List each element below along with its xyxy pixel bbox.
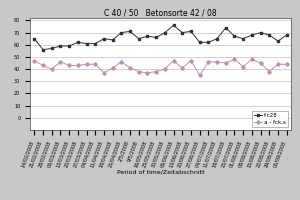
a - fck,s [111,67,115,69]
f·c28 [224,27,227,29]
f·c28 [76,41,80,44]
a - fck,s [76,64,80,67]
f·c28 [85,42,88,45]
a - fck,s [102,72,106,74]
Line: a - fck,s: a - fck,s [33,58,288,76]
f·c28 [102,37,106,40]
f·c28 [198,41,202,44]
a - fck,s [119,61,123,63]
f·c28 [50,47,54,50]
a - fck,s [172,59,175,62]
f·c28 [33,37,36,40]
f·c28 [206,41,210,44]
a - fck,s [198,74,202,76]
a - fck,s [50,68,54,70]
a - fck,s [233,58,236,61]
f·c28 [285,34,289,36]
a - fck,s [163,68,167,70]
f·c28 [250,34,253,36]
f·c28 [146,35,149,37]
a - fck,s [268,70,271,73]
a - fck,s [250,58,253,61]
a - fck,s [137,70,140,73]
a - fck,s [85,63,88,65]
f·c28 [233,35,236,37]
f·c28 [180,31,184,34]
f·c28 [119,31,123,34]
a - fck,s [33,59,36,62]
f·c28 [41,48,45,51]
f·c28 [276,40,280,42]
a - fck,s [146,72,149,74]
f·c28 [128,30,132,33]
f·c28 [268,34,271,36]
a - fck,s [224,62,227,64]
f·c28 [68,45,71,47]
Title: C 40 / 50   Betonsorte 42 / 08: C 40 / 50 Betonsorte 42 / 08 [104,8,217,17]
f·c28 [94,42,97,45]
Legend: f·c28, a - fck,s: f·c28, a - fck,s [252,111,288,127]
a - fck,s [276,63,280,65]
a - fck,s [154,70,158,73]
f·c28 [259,31,262,34]
a - fck,s [241,65,245,68]
a - fck,s [41,64,45,67]
Line: f·c28: f·c28 [33,24,288,51]
f·c28 [172,24,175,27]
a - fck,s [285,63,289,65]
f·c28 [189,30,193,33]
a - fck,s [215,61,219,63]
f·c28 [154,36,158,39]
f·c28 [137,37,140,40]
a - fck,s [259,62,262,64]
f·c28 [111,39,115,41]
a - fck,s [128,67,132,69]
a - fck,s [189,59,193,62]
f·c28 [215,37,219,40]
a - fck,s [59,61,62,63]
X-axis label: Period of time/Zeitabschnitt: Period of time/Zeitabschnitt [117,169,204,174]
a - fck,s [206,61,210,63]
a - fck,s [180,67,184,69]
f·c28 [59,45,62,47]
a - fck,s [68,64,71,67]
f·c28 [163,31,167,34]
a - fck,s [94,63,97,65]
f·c28 [241,37,245,40]
